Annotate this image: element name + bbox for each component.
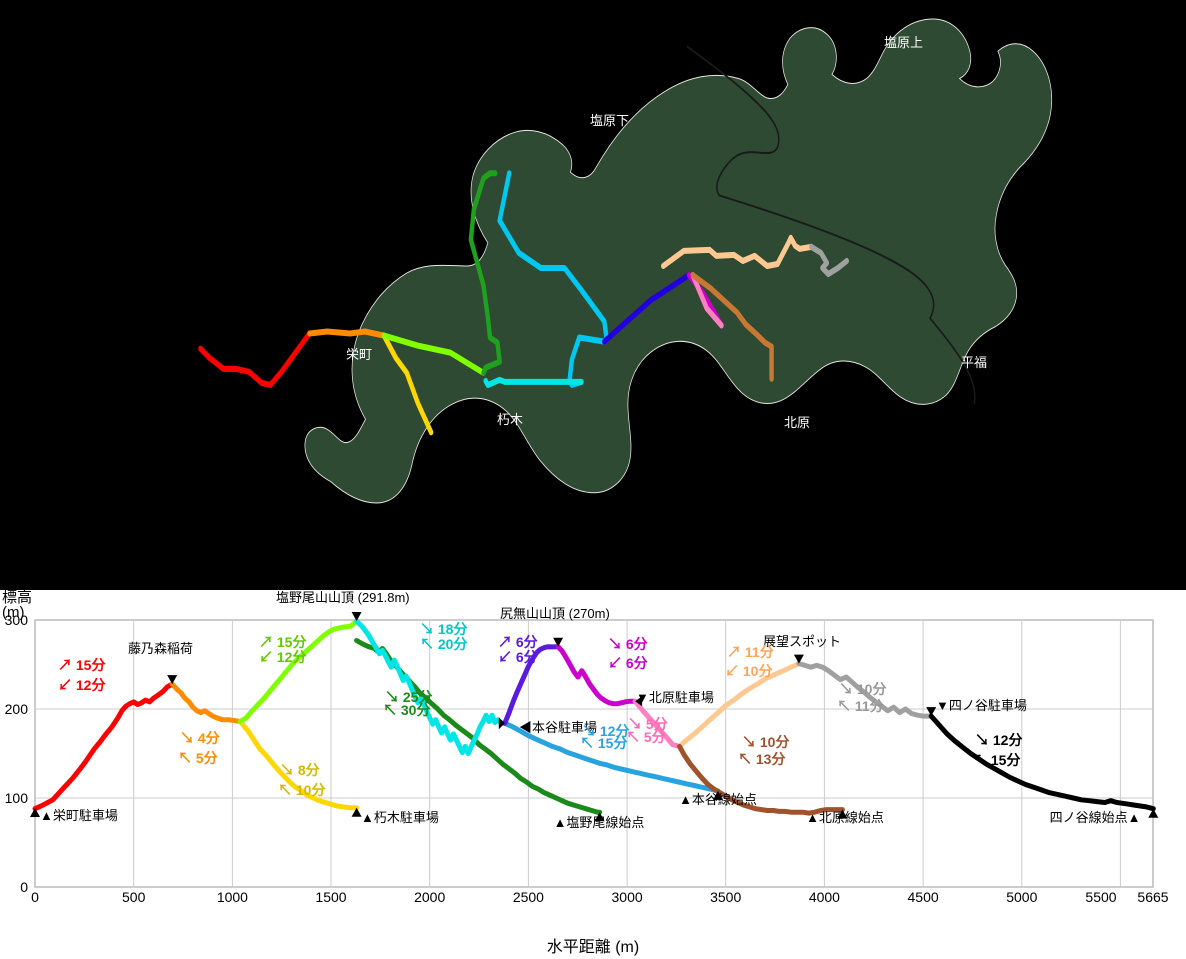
svg-text:▲塩野尾線始点: ▲塩野尾線始点 [554,815,645,830]
svg-text:↖ 13分: ↖ 13分 [738,751,785,767]
svg-text:尻無山山頂 (270m): 尻無山山頂 (270m) [500,606,610,621]
svg-text:5500: 5500 [1085,889,1116,905]
svg-text:↗ 6分: ↗ 6分 [498,634,538,650]
svg-text:▲栄町駐車場: ▲栄町駐車場 [40,808,118,823]
svg-text:↙ 6分: ↙ 6分 [608,655,648,671]
svg-text:↖ 11分: ↖ 11分 [837,698,884,714]
svg-text:▼四ノ谷駐車場: ▼四ノ谷駐車場 [936,698,1027,713]
svg-text:↘ 6分: ↘ 6分 [608,636,648,652]
svg-text:▼北原駐車場: ▼北原駐車場 [636,690,714,705]
svg-text:↙ 10分: ↙ 10分 [725,663,772,679]
svg-text:塩原下: 塩原下 [590,113,629,128]
svg-text:↗ 15分: ↗ 15分 [58,657,105,673]
svg-text:↖ 20分: ↖ 20分 [420,636,467,652]
svg-text:↘ 12分: ↘ 12分 [975,732,1022,748]
svg-text:塩野尾山山頂 (291.8m): 塩野尾山山頂 (291.8m) [276,590,410,605]
svg-text:↘ 18分: ↘ 18分 [420,621,467,637]
svg-text:四ノ谷線始点▲: 四ノ谷線始点▲ [1050,810,1141,825]
svg-text:4500: 4500 [908,889,939,905]
svg-text:↙ 12分: ↙ 12分 [259,649,306,665]
svg-text:3000: 3000 [612,889,643,905]
svg-text:0: 0 [31,889,39,905]
svg-text:↖ 15分: ↖ 15分 [973,752,1020,768]
svg-text:水平距離 (m): 水平距離 (m) [547,938,639,956]
svg-text:藤乃森稲荷: 藤乃森稲荷 [128,641,193,656]
svg-text:北原: 北原 [784,415,810,430]
svg-text:1500: 1500 [315,889,346,905]
svg-text:↖ 5分: ↖ 5分 [178,750,218,766]
svg-text:↗ 11分: ↗ 11分 [727,644,774,660]
svg-text:↗ 15分: ↗ 15分 [259,634,306,650]
svg-text:↖ 30分: ↖ 30分 [383,702,430,718]
svg-text:↖ 15分: ↖ 15分 [580,735,627,751]
svg-text:4000: 4000 [809,889,840,905]
svg-text:0: 0 [20,879,28,895]
svg-text:↖ 5分: ↖ 5分 [626,729,666,745]
svg-text:平福: 平福 [961,355,987,370]
svg-text:朽木: 朽木 [497,412,523,427]
svg-text:500: 500 [122,889,146,905]
svg-text:▲本谷線始点: ▲本谷線始点 [679,792,757,807]
svg-text:↘ 8分: ↘ 8分 [280,762,320,778]
svg-text:100: 100 [5,790,29,806]
svg-text:展望スポット: 展望スポット [763,634,841,649]
svg-text:栄町: 栄町 [346,347,372,362]
svg-text:2000: 2000 [414,889,445,905]
svg-text:3500: 3500 [710,889,741,905]
svg-text:5000: 5000 [1006,889,1037,905]
svg-text:▲北原線始点: ▲北原線始点 [806,810,884,825]
svg-text:↙ 6分: ↙ 6分 [498,649,538,665]
svg-text:塩原上: 塩原上 [884,35,923,50]
svg-text:1000: 1000 [217,889,248,905]
svg-text:200: 200 [5,701,29,717]
svg-text:↘ 10分: ↘ 10分 [742,734,789,750]
svg-text:↘ 4分: ↘ 4分 [180,730,220,746]
svg-text:↙ 12分: ↙ 12分 [58,677,105,693]
svg-text:(m): (m) [2,604,25,621]
svg-text:5665: 5665 [1137,889,1168,905]
svg-text:▲朽木駐車場: ▲朽木駐車場 [361,810,439,825]
svg-text:2500: 2500 [513,889,544,905]
svg-text:↖ 10分: ↖ 10分 [278,782,325,798]
svg-text:↘ 10分: ↘ 10分 [839,681,886,697]
